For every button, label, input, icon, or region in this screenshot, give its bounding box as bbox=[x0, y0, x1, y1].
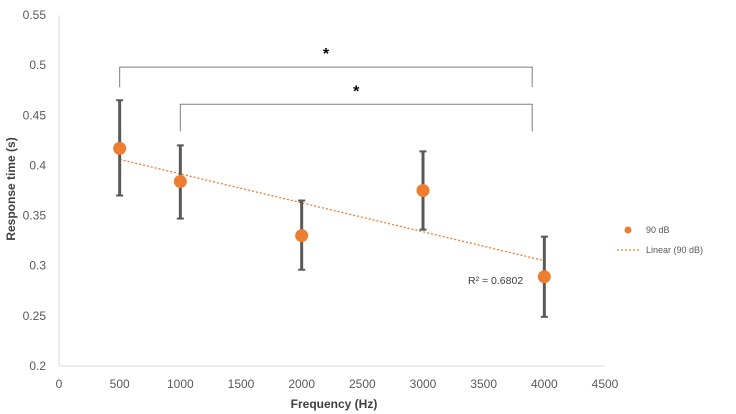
data-point bbox=[173, 174, 187, 188]
significance-star: * bbox=[323, 46, 330, 63]
brackets-layer: ** bbox=[119, 46, 533, 132]
x-tick-label: 1500 bbox=[228, 377, 255, 391]
x-tick-label: 2500 bbox=[349, 377, 376, 391]
data-point bbox=[295, 229, 309, 243]
r2-annotation: R² = 0.6802 bbox=[468, 275, 523, 287]
x-axis-title: Frequency (Hz) bbox=[291, 397, 378, 411]
y-tick-label: 0.45 bbox=[23, 108, 47, 122]
y-tick-label: 0.55 bbox=[23, 8, 47, 22]
x-tick-label: 2000 bbox=[288, 377, 315, 391]
legend: 90 dB Linear (90 dB) bbox=[617, 225, 703, 255]
data-point bbox=[416, 184, 430, 197]
data-point bbox=[113, 141, 127, 155]
y-tick-label: 0.3 bbox=[29, 259, 46, 273]
significance-star: * bbox=[353, 83, 360, 100]
axes-layer: 0 500 1000 1500 2000 2500 3000 3500 4000 4500 0.2 0… bbox=[23, 8, 619, 391]
points-layer bbox=[113, 141, 551, 284]
x-tick-label: 1000 bbox=[167, 377, 194, 391]
y-axis-title: Response time (s) bbox=[4, 137, 18, 240]
x-tick-label: 3500 bbox=[470, 377, 497, 391]
y-tick-label: 0.5 bbox=[29, 58, 46, 72]
legend-marker-90db bbox=[624, 226, 632, 234]
x-tick-label: 4500 bbox=[592, 377, 619, 391]
legend-label-90db: 90 dB bbox=[646, 225, 670, 235]
x-tick-label: 4000 bbox=[531, 377, 558, 391]
y-tick-label: 0.4 bbox=[29, 158, 46, 172]
data-point bbox=[537, 270, 551, 284]
y-tick-label: 0.2 bbox=[29, 359, 46, 373]
y-tick-label: 0.25 bbox=[23, 309, 47, 323]
x-tick-label: 3000 bbox=[410, 377, 437, 391]
significance-bracket bbox=[119, 66, 533, 88]
trendline bbox=[119, 158, 545, 262]
y-tick-label: 0.35 bbox=[23, 209, 47, 223]
significance-bracket bbox=[179, 103, 533, 132]
trend-layer bbox=[119, 158, 545, 262]
x-tick-label: 500 bbox=[110, 377, 130, 391]
legend-label-linear: Linear (90 dB) bbox=[646, 245, 703, 255]
x-tick-label: 0 bbox=[56, 377, 63, 391]
